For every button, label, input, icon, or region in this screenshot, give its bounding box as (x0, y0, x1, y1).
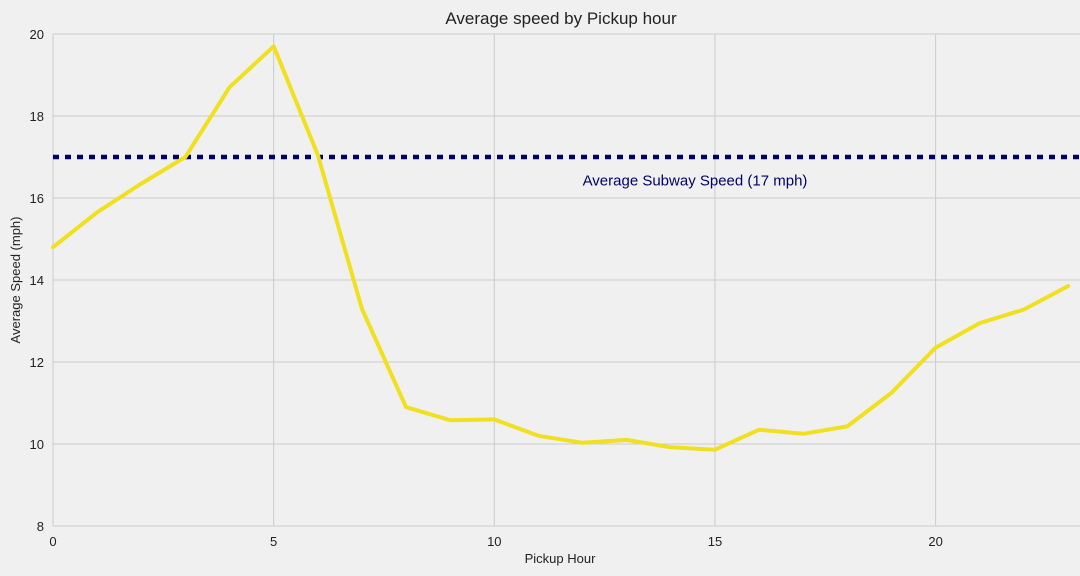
chart-title: Average speed by Pickup hour (445, 9, 677, 28)
series-group (51, 44, 1070, 452)
y-tick-label: 16 (30, 191, 44, 206)
y-axis-title: Average Speed (mph) (8, 217, 23, 344)
x-tick-label: 0 (49, 534, 56, 549)
y-tick-label: 10 (30, 437, 44, 452)
y-tick-label: 12 (30, 355, 44, 370)
y-tick-label: 18 (30, 109, 44, 124)
grid (52, 33, 1080, 527)
y-tick-label: 8 (37, 519, 44, 534)
x-tick-label: 20 (928, 534, 942, 549)
y-tick-label: 20 (30, 27, 44, 42)
y-tick-labels: 8 10 12 14 16 18 20 (30, 27, 44, 534)
series-line (51, 44, 1070, 452)
x-tick-label: 5 (270, 534, 277, 549)
reference-line-label: Average Subway Speed (17 mph) (583, 173, 808, 190)
x-tick-labels: 0 5 10 15 20 (49, 534, 942, 549)
x-tick-label: 10 (487, 534, 501, 549)
x-tick-label: 15 (708, 534, 722, 549)
x-axis-title: Pickup Hour (525, 551, 596, 566)
y-tick-label: 14 (30, 273, 44, 288)
